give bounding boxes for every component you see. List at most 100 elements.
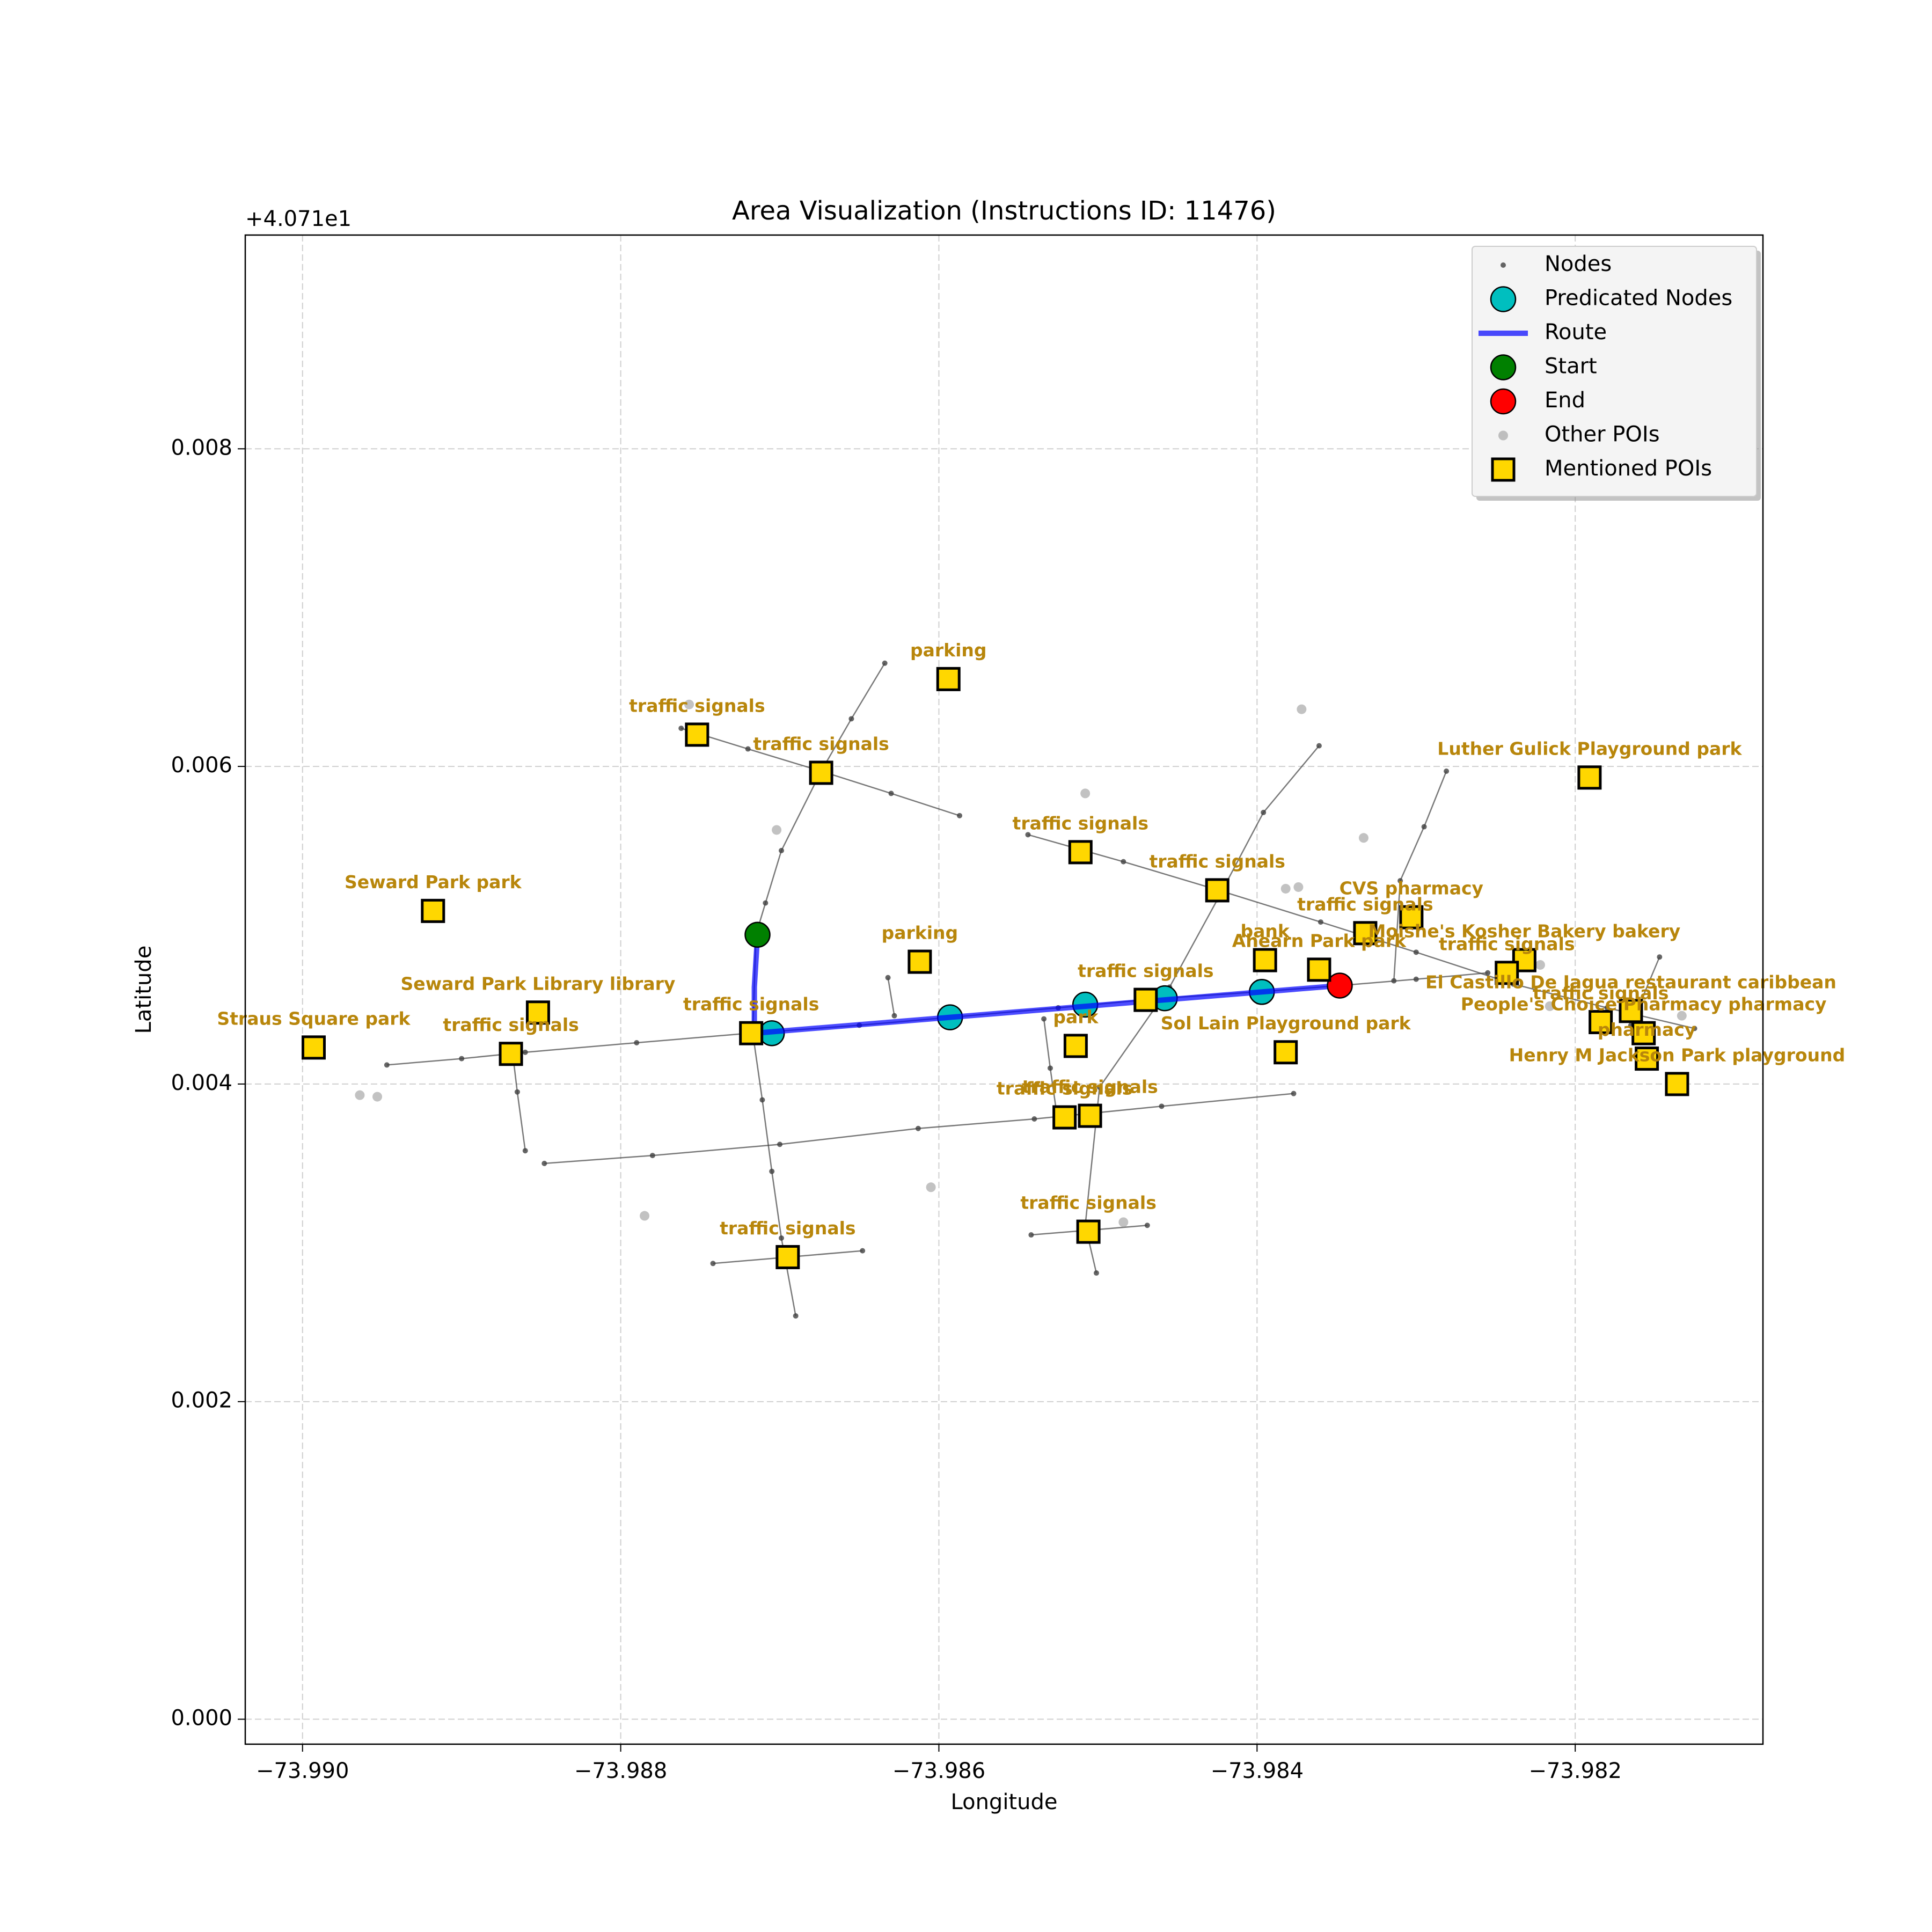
nodes-marker bbox=[793, 1313, 799, 1319]
nodes-marker bbox=[1041, 1016, 1047, 1022]
mentioned-pois-marker bbox=[1253, 948, 1277, 972]
nodes-marker bbox=[1028, 1232, 1034, 1238]
nodes-marker bbox=[1121, 859, 1126, 865]
nodes-marker bbox=[759, 1097, 765, 1103]
nodes-marker bbox=[710, 1261, 716, 1267]
other-pois-marker bbox=[926, 1182, 936, 1192]
nodes-marker bbox=[384, 1062, 390, 1068]
chart-title: Area Visualization (Instructions ID: 114… bbox=[732, 196, 1276, 226]
poi-label: Henry M Jackson Park playground bbox=[1509, 1044, 1846, 1065]
nodes-marker bbox=[882, 660, 888, 666]
other-pois-marker bbox=[1280, 883, 1291, 894]
nodes-marker bbox=[1316, 743, 1322, 749]
nodes-marker bbox=[860, 1248, 866, 1254]
poi-label: El Castillo De Jagua restaurant caribbea… bbox=[1425, 971, 1836, 992]
y-tick-label: 0.002 bbox=[171, 1388, 232, 1413]
other-pois-marker bbox=[1118, 1217, 1129, 1227]
nodes-marker bbox=[459, 1056, 465, 1062]
poi-label: traffic signals bbox=[720, 1218, 855, 1239]
mentioned-pois-marker bbox=[1076, 1219, 1101, 1244]
offset-text: +4.071e1 bbox=[245, 207, 352, 231]
other-pois-marker bbox=[640, 1211, 650, 1221]
nodes-marker bbox=[956, 813, 962, 818]
mentioned-pois-marker bbox=[1205, 878, 1230, 903]
legend-swatch bbox=[1490, 388, 1517, 415]
nodes-marker bbox=[915, 1125, 921, 1131]
poi-label: traffic signals bbox=[683, 994, 819, 1015]
nodes-marker bbox=[1692, 1026, 1697, 1031]
mentioned-pois-marker bbox=[525, 1000, 550, 1025]
poi-label: Straus Square park bbox=[217, 1008, 411, 1029]
y-tick-label: 0.004 bbox=[171, 1071, 232, 1095]
poi-label: park bbox=[1053, 1006, 1099, 1027]
poi-label: traffic signals bbox=[1533, 983, 1668, 1004]
poi-label: People's Choice Pharmacy pharmacy bbox=[1461, 994, 1827, 1015]
end-marker bbox=[1327, 972, 1353, 999]
poi-label: traffic signals bbox=[997, 1078, 1132, 1099]
mentioned-pois-marker bbox=[1665, 1072, 1689, 1096]
poi-label: traffic signals bbox=[1020, 1192, 1156, 1213]
nodes-marker bbox=[1397, 878, 1403, 884]
nodes-marker bbox=[634, 1040, 640, 1045]
poi-label: traffic signals bbox=[1149, 851, 1285, 872]
nodes-marker bbox=[885, 975, 891, 980]
nodes-marker bbox=[1261, 809, 1267, 815]
legend-label: Route bbox=[1545, 320, 1607, 345]
nodes-marker bbox=[1444, 768, 1450, 774]
x-tick-label: −73.982 bbox=[1528, 1759, 1621, 1783]
mentioned-pois-marker bbox=[739, 1021, 764, 1045]
legend-swatch bbox=[1490, 354, 1517, 380]
mentioned-pois-marker bbox=[1274, 1040, 1298, 1065]
nodes-marker bbox=[649, 1153, 655, 1159]
mentioned-pois-marker bbox=[1577, 765, 1602, 790]
other-pois-marker bbox=[372, 1092, 383, 1102]
nodes-marker bbox=[778, 1235, 784, 1241]
x-tick-label: −73.986 bbox=[892, 1759, 985, 1783]
nodes-marker bbox=[522, 1049, 528, 1055]
y-tick-label: 0.006 bbox=[171, 753, 232, 778]
legend-label: Nodes bbox=[1545, 252, 1612, 276]
poi-label: traffic signals bbox=[1022, 1077, 1158, 1097]
poi-label: bank bbox=[1240, 921, 1290, 942]
mentioned-pois-marker bbox=[1353, 921, 1378, 946]
mentioned-pois-marker bbox=[1078, 1103, 1102, 1128]
nodes-marker bbox=[541, 1160, 547, 1166]
mentioned-pois-marker bbox=[809, 760, 833, 785]
legend-label: Predicated Nodes bbox=[1545, 286, 1732, 311]
nodes-marker bbox=[769, 1168, 775, 1174]
mentioned-pois-marker bbox=[1619, 999, 1643, 1023]
mentioned-pois-marker bbox=[499, 1042, 523, 1066]
nodes-marker bbox=[778, 847, 784, 853]
poi-label: traffic signals bbox=[1013, 813, 1148, 833]
poi-label: Ahearn Park park bbox=[1232, 930, 1407, 951]
x-axis-label: Longitude bbox=[951, 1790, 1058, 1814]
nodes-marker bbox=[745, 746, 751, 752]
poi-label: Moishe's Kosher Bakery bakery bbox=[1368, 921, 1680, 942]
mentioned-pois-marker bbox=[1399, 905, 1424, 930]
mentioned-pois-marker bbox=[1635, 1046, 1659, 1071]
nodes-marker bbox=[1025, 832, 1031, 838]
plot-frame bbox=[244, 234, 1764, 1745]
nodes-marker bbox=[522, 1148, 528, 1154]
mentioned-pois-marker bbox=[421, 898, 445, 923]
mentioned-pois-marker bbox=[1133, 987, 1158, 1012]
nodes-marker bbox=[1413, 949, 1419, 955]
poi-label: Sol Lain Playground park bbox=[1161, 1013, 1411, 1034]
nodes-marker bbox=[1391, 978, 1397, 984]
mentioned-pois-marker bbox=[908, 949, 932, 974]
nodes-marker bbox=[1421, 824, 1427, 830]
nodes-marker bbox=[888, 791, 894, 796]
poi-label: parking bbox=[910, 640, 987, 661]
legend-label: Start bbox=[1545, 354, 1597, 379]
mentioned-pois-marker bbox=[301, 1035, 326, 1060]
mentioned-pois-marker bbox=[1307, 957, 1331, 982]
nodes-marker bbox=[514, 1089, 520, 1095]
other-pois-marker bbox=[1293, 882, 1304, 892]
nodes-marker bbox=[1096, 1084, 1102, 1090]
legend-swatch bbox=[1490, 286, 1517, 312]
other-pois-marker bbox=[1545, 1001, 1555, 1011]
poi-label: Seward Park Library library bbox=[400, 973, 675, 994]
poi-label: traffic signals bbox=[1297, 894, 1433, 914]
legend-label: Other POIs bbox=[1545, 422, 1660, 447]
